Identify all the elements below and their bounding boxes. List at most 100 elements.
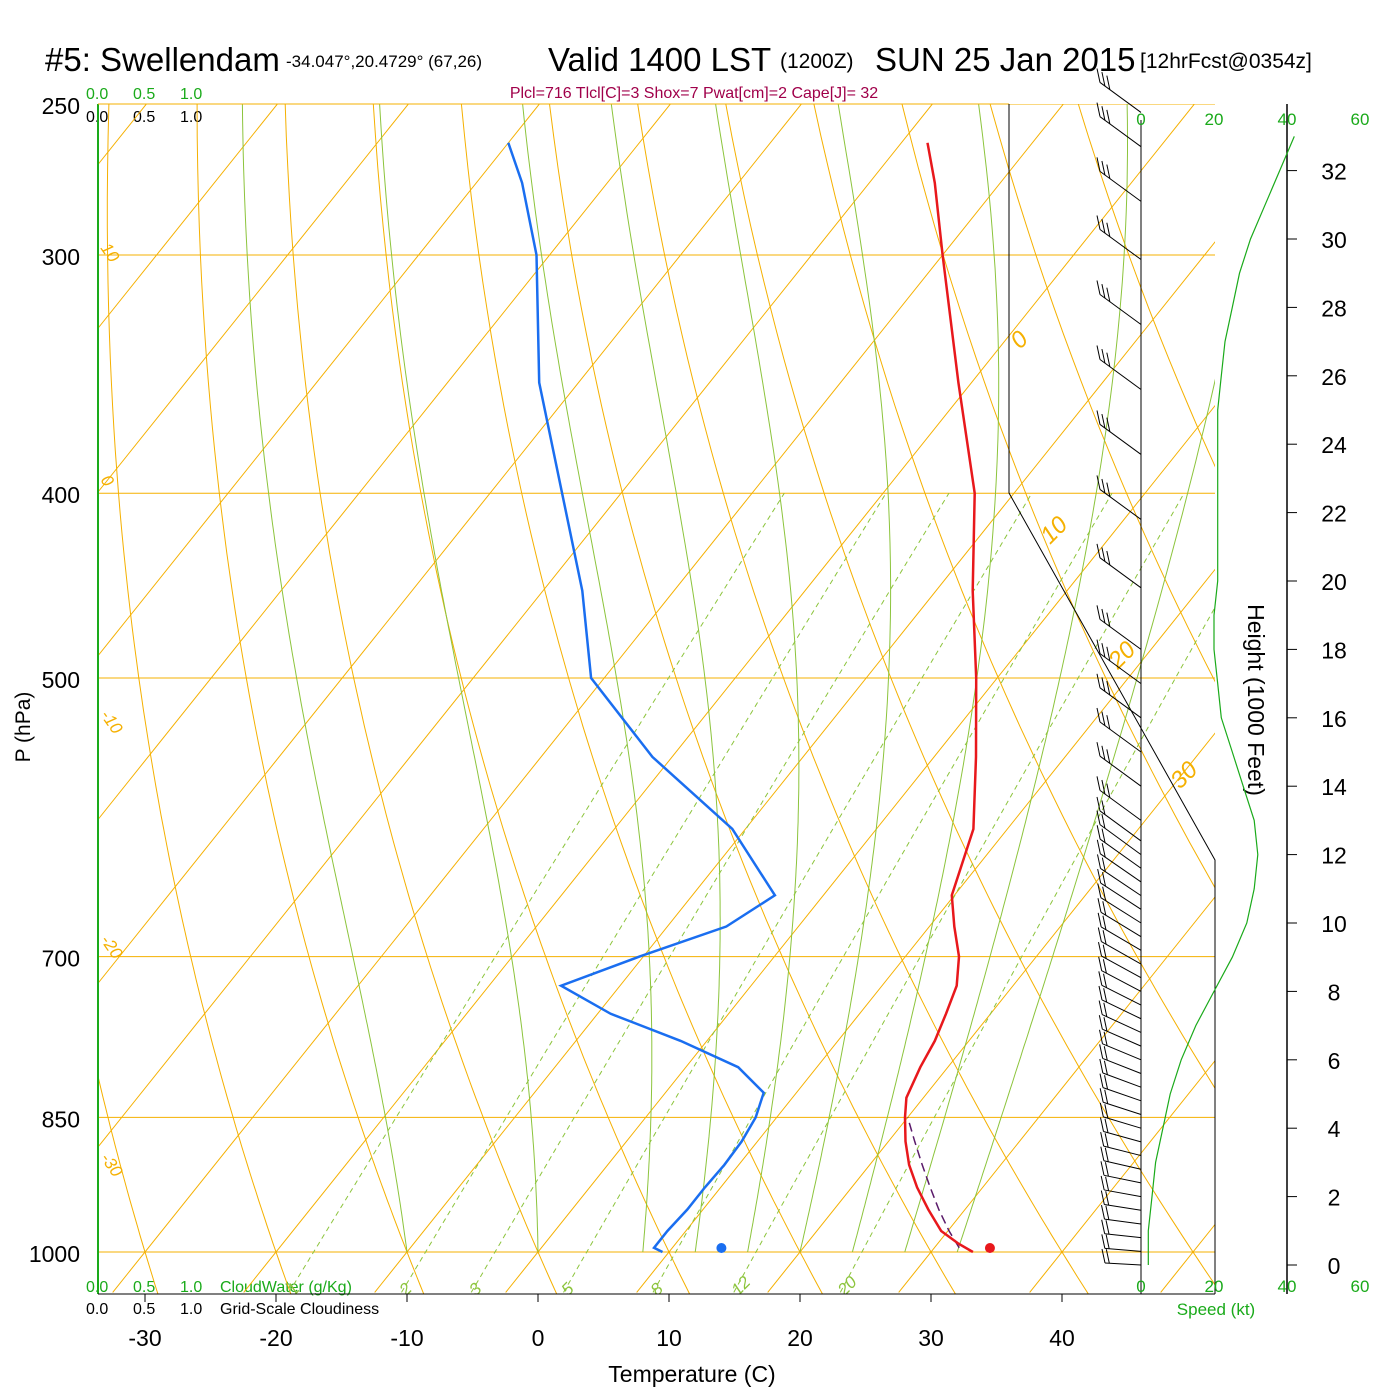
wind-barb-staff [1103, 1160, 1142, 1170]
wind-barb [1099, 1044, 1142, 1074]
wind-barb-staff [1101, 1014, 1142, 1033]
wind-barb-flag [1096, 157, 1101, 172]
wind-barb-flag [1100, 1161, 1105, 1176]
isotherm-line [1029, 1059, 1215, 1293]
wind-barb [1100, 1161, 1142, 1184]
wind-barb-flag [1101, 711, 1106, 726]
wind-barb-flag [1103, 988, 1108, 1003]
temperature-tick-label: 20 [787, 1325, 813, 1351]
moist-adiabat [851, 104, 1000, 1253]
isotherm-line [98, 104, 148, 166]
wind-barb [1096, 825, 1142, 869]
wind-barb-staff [1099, 838, 1142, 869]
dry-adiabat [548, 104, 957, 1294]
station-coords: -34.047°,20.4729° (67,26) [286, 52, 482, 71]
isotherm-line [98, 104, 541, 657]
height-tick-label: 24 [1321, 432, 1347, 458]
temperature-tick-label: 40 [1049, 1325, 1075, 1351]
dry-adiabat [284, 104, 558, 1294]
mixing-ratio-label: 20 [833, 1272, 861, 1300]
wind-barb [1096, 742, 1142, 787]
wind-barb-flag [1101, 547, 1106, 562]
wind-barb-staff [1102, 1028, 1142, 1047]
height-tick-label: 30 [1321, 227, 1347, 253]
isotherm-label-left: 10 [97, 239, 124, 266]
height-tick-label: 14 [1321, 774, 1347, 800]
wind-speed-profile [1147, 136, 1295, 1265]
wind-barb [1096, 707, 1142, 753]
wind-barb-flag [1106, 75, 1111, 90]
wind-barb [1096, 639, 1142, 685]
temperature-tick-label: -10 [390, 1325, 423, 1351]
height-tick-label: 26 [1321, 364, 1347, 390]
temperature-tick-label: 0 [532, 1325, 545, 1351]
sounding-profiles [507, 142, 995, 1254]
wind-barb [1097, 898, 1142, 938]
wind-barb-flag [1105, 1234, 1110, 1249]
isotherm-line [0, 70, 42, 1292]
temperature-tick-label: 30 [918, 1325, 944, 1351]
wind-barb-staff [1099, 170, 1142, 202]
wind-barb-flag [1105, 1249, 1110, 1264]
isotherm-line [98, 104, 934, 1148]
pressure-tick-label: 400 [42, 482, 80, 508]
mixing-ratio-line [733, 492, 1185, 1293]
wind-barb-flag [1098, 1000, 1103, 1015]
wind-barb-flag [1105, 1191, 1110, 1206]
wind-barb-staff [1101, 970, 1142, 992]
wind-barb-flag [1096, 410, 1101, 425]
height-tick-label: 32 [1321, 159, 1347, 185]
speed-tick-label: 0 [1136, 110, 1145, 129]
moist-adiabat [610, 104, 721, 1253]
dry-adiabat [196, 104, 425, 1294]
isotherm-label-left: -10 [97, 706, 127, 737]
wind-barb-staff [1100, 882, 1142, 910]
isotherm-label-left: 0 [97, 471, 118, 490]
temperature-tick-label: -30 [128, 1325, 161, 1351]
pressure-tick-label: 250 [42, 93, 80, 119]
wind-barb-staff [1099, 721, 1142, 753]
wind-barb-staff [1099, 789, 1142, 821]
y-axis-title: P (hPa) [12, 692, 35, 763]
mixing-ratio-line [839, 606, 1215, 1293]
wind-barb-flag [1101, 283, 1106, 299]
wind-barb-staff [1099, 618, 1142, 650]
wind-barb [1097, 868, 1142, 910]
height-tick-label: 12 [1321, 843, 1347, 869]
moist-adiabat [379, 104, 539, 1253]
pressure-tick-label: 300 [42, 244, 80, 270]
wind-barb-staff [1101, 984, 1142, 1006]
mixing-ratio-line [652, 492, 1113, 1293]
wind-barb-flag [1102, 930, 1107, 945]
wind-barb-staff [1102, 1072, 1142, 1088]
wind-barb-staff [1102, 1087, 1142, 1102]
isotherm-line [1292, 70, 1400, 1292]
pressure-tick-label: 850 [42, 1106, 80, 1132]
wind-barb-flag [1101, 1219, 1106, 1234]
wind-barb [1101, 1248, 1142, 1266]
wind-barb-flag [1096, 825, 1101, 840]
wind-barb-staff [1103, 1130, 1142, 1143]
moist-adiabat [956, 378, 1215, 1253]
isotherm-line [112, 104, 1065, 1293]
dry-adiabat [98, 1074, 159, 1294]
wind-barb-staff [1099, 755, 1142, 787]
wind-barb-flag [1103, 1017, 1108, 1032]
cloud-water-tick: 1.0 [180, 1279, 202, 1296]
wind-barb-flag [1104, 1089, 1109, 1104]
wind-barb-flag [1096, 475, 1101, 490]
wind-barb-flag [1102, 901, 1107, 916]
cloudiness-tick: 0.5 [133, 1301, 155, 1318]
wind-panel: 0246810121416182022242628303200202040406… [1096, 68, 1369, 1296]
wind-barb [1096, 796, 1142, 842]
height-axis-title: Height (1000 Feet) [1243, 604, 1269, 796]
right-edge [1008, 104, 1216, 1294]
wind-barb-flag [1099, 1044, 1104, 1059]
wind-barb-flag [1105, 1205, 1110, 1220]
wind-barb-flag [1096, 605, 1101, 620]
temperature-tick-label: -20 [259, 1325, 292, 1351]
dry-adiabat [901, 104, 1215, 889]
wind-barb-flag [1103, 1031, 1108, 1046]
wind-barb-flag [1104, 1104, 1109, 1119]
